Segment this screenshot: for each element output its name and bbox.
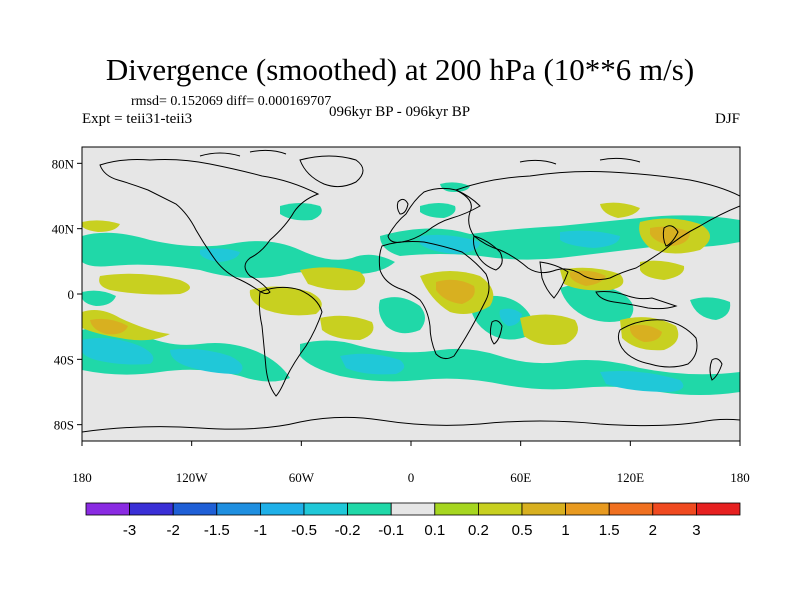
field-patch [499, 308, 522, 326]
field-patch [82, 232, 395, 278]
map-area [82, 147, 740, 441]
y-tick-label: 40N [52, 222, 75, 237]
colorbar-label: -1.5 [204, 522, 230, 539]
y-tick-label: 0 [68, 287, 75, 302]
field-patch [650, 226, 690, 246]
x-tick-label: 180 [72, 470, 92, 485]
coastlines [82, 149, 740, 433]
colorbar-swatch [347, 502, 392, 516]
madagascar-coastline [489, 320, 503, 345]
field-patch [440, 182, 470, 192]
field-patch [300, 267, 366, 291]
colorbar-label: -0.2 [335, 522, 361, 539]
south-america-coastline [258, 286, 323, 397]
colorbar-label: -0.1 [378, 522, 404, 539]
field-patch [436, 279, 475, 304]
new-zealand-coastline [709, 358, 723, 381]
colorbar-label: 0.1 [424, 522, 445, 539]
colorbar-swatch [521, 502, 566, 516]
period-label: 096kyr BP - 096kyr BP [329, 104, 471, 120]
x-tick-label: 60E [510, 470, 531, 485]
stats-label: rmsd= 0.152069 diff= 0.000169707 [131, 94, 332, 109]
colorbar-swatch [172, 502, 218, 516]
australia-coastline [617, 319, 698, 368]
x-tick-label: 120W [176, 470, 209, 485]
colorbar-swatch [434, 502, 479, 516]
colorbar-swatch [565, 502, 610, 516]
plot-title: Divergence (smoothed) at 200 hPa (10**6 … [105, 52, 695, 87]
colorbar-swatch [608, 502, 654, 516]
experiment-label: Expt = teii31-teii3 [82, 111, 193, 127]
field-patch [340, 353, 405, 375]
field-patch [82, 338, 154, 365]
field-patch [520, 314, 578, 345]
field-patch [560, 283, 634, 322]
field-patch [90, 318, 128, 335]
colorbar-label: 0.5 [512, 522, 533, 539]
colorbar-label: -0.5 [291, 522, 317, 539]
colorbar-swatch [129, 502, 174, 516]
north-america-coastline [99, 159, 320, 295]
field-patch [600, 371, 684, 392]
greenland-coastline [299, 155, 364, 188]
colorbar-label: 3 [692, 522, 700, 539]
asia-coastline [454, 171, 740, 281]
field-patch [280, 203, 322, 221]
colorbar-swatch [477, 502, 523, 516]
field-patch [630, 324, 662, 342]
africa-coastline [378, 241, 490, 360]
colorbar-label: 1.5 [599, 522, 620, 539]
field-patch [560, 230, 620, 248]
antarctica-coastline [82, 416, 740, 433]
colorbar-swatch [216, 502, 261, 516]
x-axis: 180 120W 60W 0 60E 120E 180 [72, 441, 750, 485]
field-patch [420, 203, 456, 218]
colorbar-label: 0.2 [468, 522, 489, 539]
uk-coastline [396, 198, 409, 215]
y-tick-label: 80N [52, 156, 75, 171]
field-patch [570, 270, 606, 286]
x-tick-label: 0 [408, 470, 415, 485]
indonesia-coastline [595, 291, 678, 310]
field-patch [99, 273, 190, 295]
negative-divergence-cores [82, 230, 684, 392]
x-tick-label: 120E [617, 470, 645, 485]
colorbar-label: -3 [123, 522, 136, 539]
colorbar-swatch [85, 502, 130, 516]
arabia-coastline [473, 235, 503, 271]
field-patch [690, 297, 731, 320]
colorbar-swatch [259, 502, 305, 516]
field-patch [420, 234, 480, 254]
field-patch [82, 220, 120, 232]
positive-divergence-cores [90, 226, 690, 342]
x-tick-label: 60W [289, 470, 315, 485]
colorbar: -3 -2 -1.5 -1 -0.5 -0.2 -0.1 0.1 0.2 0.5 1 1.5 2 3 [85, 502, 741, 539]
y-tick-label: 40S [54, 352, 74, 367]
india-coastline [539, 261, 569, 299]
colorbar-label: 2 [649, 522, 657, 539]
field-patch [170, 348, 243, 374]
y-tick-label: 80S [54, 418, 74, 433]
japan-coastline [662, 225, 679, 247]
arctic-islands-coastline [199, 149, 641, 165]
season-label: DJF [714, 111, 740, 127]
field-patch [640, 260, 685, 280]
y-axis: 80N 40N 0 40S 80S [52, 156, 82, 433]
colorbar-label: -1 [254, 522, 267, 539]
x-tick-label: 180 [730, 470, 750, 485]
colorbar-swatch [652, 502, 697, 516]
field-patch [378, 297, 425, 334]
colorbar-swatch [696, 502, 741, 516]
field-patch [600, 202, 640, 218]
colorbar-swatch [303, 502, 348, 516]
field-patch [82, 290, 116, 306]
field-patch [320, 315, 374, 340]
colorbar-label: 1 [561, 522, 569, 539]
colorbar-swatch [390, 502, 436, 516]
europe-coastline [387, 187, 481, 243]
colorbar-label: -2 [167, 522, 180, 539]
